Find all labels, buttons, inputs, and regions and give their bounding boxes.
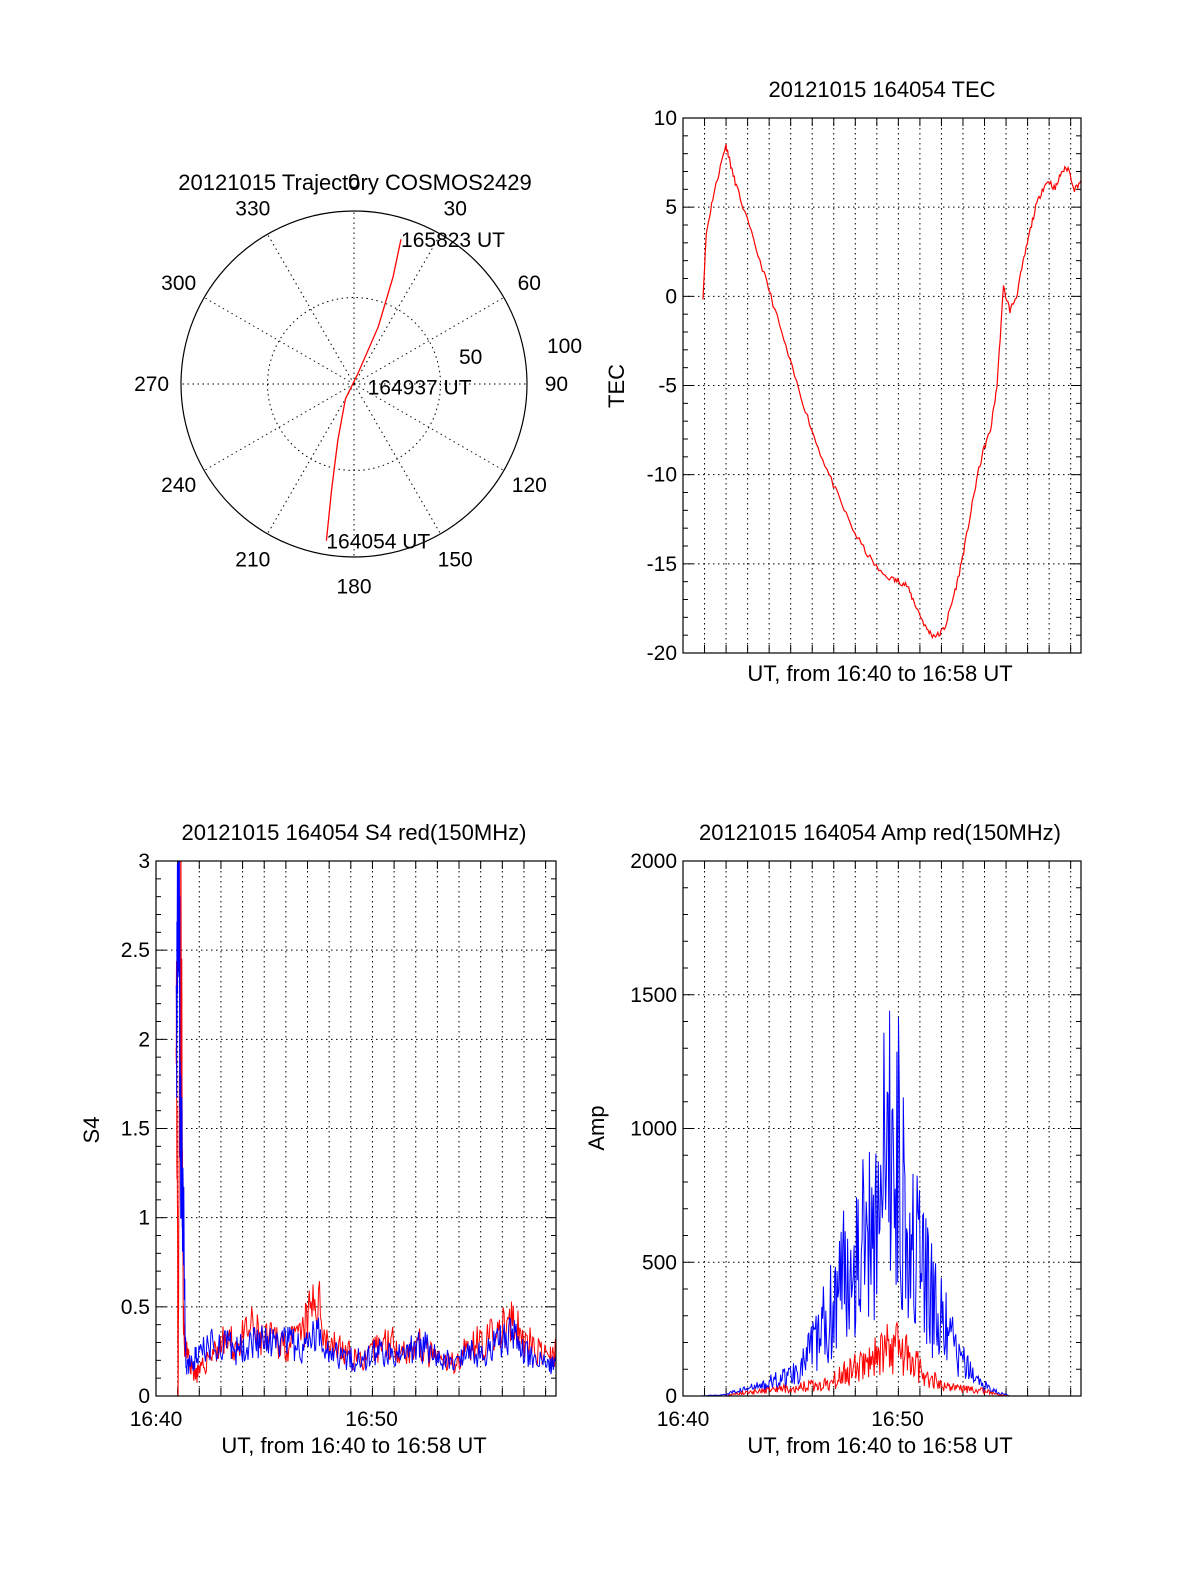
azimuth-label: 330 bbox=[235, 198, 270, 221]
y-tick-label: 1000 bbox=[630, 1118, 677, 1141]
radial-label: 100 bbox=[547, 335, 582, 358]
y-tick-label: -20 bbox=[647, 642, 677, 665]
tec-y-label: TEC bbox=[604, 364, 629, 408]
y-tick-label: -5 bbox=[658, 375, 677, 398]
azimuth-label: 0 bbox=[348, 171, 360, 194]
amp-y-label: Amp bbox=[584, 1105, 609, 1150]
amp-x-label: UT, from 16:40 to 16:58 UT bbox=[747, 1433, 1012, 1458]
y-tick-label: 2.5 bbox=[121, 939, 150, 962]
trajectory-annotation: 164937 UT bbox=[368, 376, 472, 399]
tec-plot-frame bbox=[682, 117, 1082, 654]
polar-spoke bbox=[267, 383, 355, 535]
tec-panel: 20121015 164054 TEC 10 5 0 -5 -10 -15 -20 UT, … bbox=[604, 77, 1082, 686]
amp-line-red bbox=[683, 1321, 1081, 1397]
s4-panel: 20121015 164054 S4 red(150MHz) 0 0.5 1 1.5 2… bbox=[79, 820, 557, 1458]
trajectory-annotations: 165823 UT 164937 UT 164054 UT bbox=[326, 229, 505, 554]
azimuth-label: 120 bbox=[512, 474, 547, 497]
polar-outer-circle bbox=[180, 210, 528, 558]
tec-title: 20121015 164054 TEC bbox=[768, 77, 995, 102]
azimuth-label: 90 bbox=[545, 373, 568, 396]
polar-spoke bbox=[353, 383, 441, 535]
trajectory-title: 20121015 Trajectory COSMOS2429 bbox=[178, 170, 531, 195]
amp-grid bbox=[683, 860, 1081, 1397]
azimuth-label: 150 bbox=[438, 548, 473, 571]
polar-spoke bbox=[353, 383, 505, 471]
y-tick-label: 1 bbox=[138, 1207, 150, 1230]
trajectory-annotation: 164054 UT bbox=[326, 531, 430, 554]
y-tick-label: 10 bbox=[654, 107, 677, 130]
amp-line-blue bbox=[683, 1010, 1081, 1397]
polar-spoke bbox=[353, 297, 505, 385]
x-tick-label: 16:40 bbox=[657, 1408, 710, 1431]
s4-y-label: S4 bbox=[79, 1117, 104, 1144]
azimuth-label: 270 bbox=[134, 373, 169, 396]
s4-x-ticks: 16:40 16:50 bbox=[130, 1408, 398, 1431]
polar-spoke bbox=[267, 233, 355, 385]
y-tick-label: 3 bbox=[138, 850, 150, 873]
x-tick-label: 16:40 bbox=[130, 1408, 183, 1431]
y-tick-label: 0 bbox=[138, 1385, 150, 1408]
azimuth-label: 60 bbox=[518, 272, 541, 295]
azimuth-label: 180 bbox=[336, 575, 371, 598]
s4-grid bbox=[156, 860, 556, 1397]
amp-x-ticks: 16:40 16:50 bbox=[657, 1408, 924, 1431]
s4-x-label: UT, from 16:40 to 16:58 UT bbox=[221, 1433, 486, 1458]
trajectory-line bbox=[325, 239, 402, 541]
s4-series bbox=[175, 860, 557, 1397]
trajectory-series bbox=[325, 239, 402, 541]
s4-line-red bbox=[175, 860, 557, 1397]
tec-y-ticks: 10 5 0 -5 -10 -15 -20 bbox=[647, 107, 677, 665]
radial-label: 50 bbox=[459, 346, 482, 369]
amp-plot-frame bbox=[682, 860, 1082, 1397]
x-tick-label: 16:50 bbox=[345, 1408, 398, 1431]
tec-x-label: UT, from 16:40 to 16:58 UT bbox=[747, 661, 1012, 686]
polar-spoke bbox=[203, 383, 355, 471]
polar-spoke bbox=[203, 297, 355, 385]
amp-panel: 20121015 164054 Amp red(150MHz) 0 500 1000… bbox=[584, 820, 1082, 1458]
amp-y-ticks: 0 500 1000 1500 2000 bbox=[630, 850, 677, 1408]
azimuth-label: 210 bbox=[235, 548, 270, 571]
azimuth-label: 300 bbox=[161, 272, 196, 295]
polar-labels: 0 30 60 90 120 150 180 210 240 270 300 330 50 100 bbox=[134, 171, 582, 599]
azimuth-label: 30 bbox=[444, 198, 467, 221]
tec-series bbox=[702, 144, 1082, 640]
y-tick-label: 0 bbox=[665, 285, 677, 308]
s4-plot-frame bbox=[155, 860, 557, 1397]
y-tick-label: 1.5 bbox=[121, 1118, 150, 1141]
trajectory-annotation: 165823 UT bbox=[401, 229, 505, 252]
x-tick-label: 16:50 bbox=[871, 1408, 924, 1431]
y-tick-label: 5 bbox=[665, 196, 677, 219]
y-tick-label: 500 bbox=[642, 1251, 677, 1274]
y-tick-label: 2 bbox=[138, 1028, 150, 1051]
y-tick-label: 0 bbox=[665, 1385, 677, 1408]
amp-series bbox=[683, 1010, 1081, 1397]
y-tick-label: -10 bbox=[647, 464, 677, 487]
trajectory-panel: 20121015 Trajectory COSMOS2429 0 30 60 90 12… bbox=[134, 170, 582, 598]
tec-line-red bbox=[702, 144, 1082, 640]
tec-grid bbox=[683, 117, 1081, 654]
s4-line-blue bbox=[175, 860, 557, 1375]
y-tick-label: 0.5 bbox=[121, 1296, 150, 1319]
s4-title: 20121015 164054 S4 red(150MHz) bbox=[182, 820, 527, 845]
polar-spoke bbox=[353, 233, 441, 385]
amp-title: 20121015 164054 Amp red(150MHz) bbox=[699, 820, 1061, 845]
azimuth-label: 240 bbox=[161, 474, 196, 497]
y-tick-label: 1500 bbox=[630, 984, 677, 1007]
polar-grid bbox=[181, 211, 527, 557]
y-tick-label: -15 bbox=[647, 553, 677, 576]
s4-y-ticks: 0 0.5 1 1.5 2 2.5 3 bbox=[121, 850, 150, 1408]
y-tick-label: 2000 bbox=[630, 850, 677, 873]
